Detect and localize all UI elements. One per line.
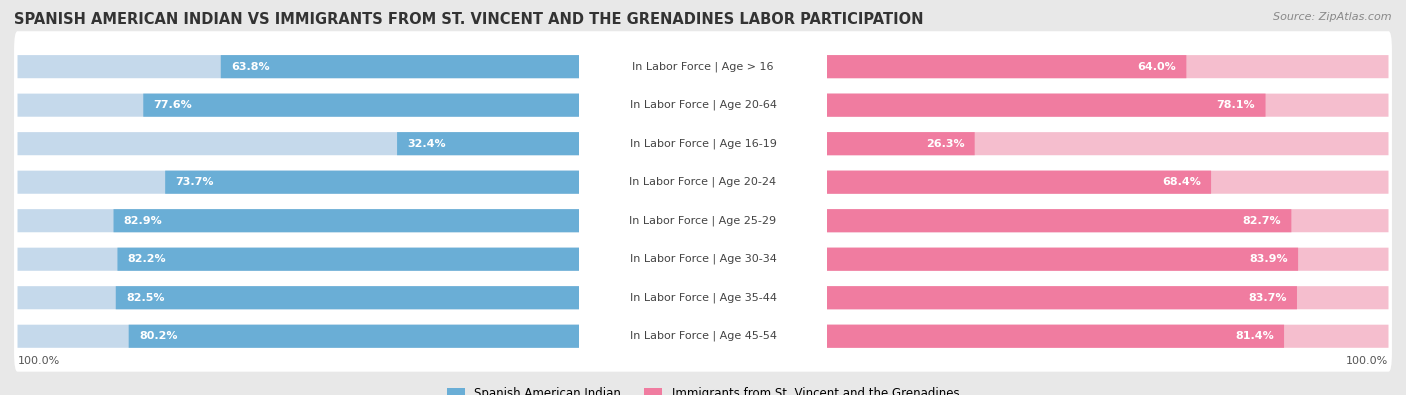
FancyBboxPatch shape [17, 55, 579, 78]
FancyBboxPatch shape [17, 325, 579, 348]
FancyBboxPatch shape [14, 108, 1392, 179]
FancyBboxPatch shape [14, 70, 1392, 141]
Text: In Labor Force | Age 20-64: In Labor Force | Age 20-64 [630, 100, 776, 111]
FancyBboxPatch shape [118, 248, 579, 271]
FancyBboxPatch shape [129, 325, 579, 348]
Text: 81.4%: 81.4% [1234, 331, 1274, 341]
FancyBboxPatch shape [396, 132, 579, 155]
FancyBboxPatch shape [17, 248, 579, 271]
FancyBboxPatch shape [827, 94, 1265, 117]
FancyBboxPatch shape [17, 286, 579, 309]
Text: 82.2%: 82.2% [128, 254, 166, 264]
Text: In Labor Force | Age 35-44: In Labor Force | Age 35-44 [630, 292, 776, 303]
Text: In Labor Force | Age 20-24: In Labor Force | Age 20-24 [630, 177, 776, 188]
FancyBboxPatch shape [827, 286, 1389, 309]
FancyBboxPatch shape [14, 147, 1392, 218]
Text: In Labor Force | Age > 16: In Labor Force | Age > 16 [633, 61, 773, 72]
Text: In Labor Force | Age 16-19: In Labor Force | Age 16-19 [630, 138, 776, 149]
FancyBboxPatch shape [827, 286, 1296, 309]
FancyBboxPatch shape [14, 224, 1392, 295]
Text: 32.4%: 32.4% [408, 139, 446, 149]
FancyBboxPatch shape [221, 55, 579, 78]
FancyBboxPatch shape [14, 31, 1392, 102]
FancyBboxPatch shape [17, 94, 579, 117]
FancyBboxPatch shape [114, 209, 579, 232]
Text: In Labor Force | Age 30-34: In Labor Force | Age 30-34 [630, 254, 776, 265]
FancyBboxPatch shape [14, 185, 1392, 256]
Text: Source: ZipAtlas.com: Source: ZipAtlas.com [1274, 12, 1392, 22]
FancyBboxPatch shape [827, 209, 1389, 232]
Text: 80.2%: 80.2% [139, 331, 177, 341]
Text: 83.9%: 83.9% [1249, 254, 1288, 264]
Text: SPANISH AMERICAN INDIAN VS IMMIGRANTS FROM ST. VINCENT AND THE GRENADINES LABOR : SPANISH AMERICAN INDIAN VS IMMIGRANTS FR… [14, 12, 924, 27]
Text: 26.3%: 26.3% [925, 139, 965, 149]
FancyBboxPatch shape [827, 248, 1389, 271]
FancyBboxPatch shape [115, 286, 579, 309]
Text: 100.0%: 100.0% [17, 356, 59, 365]
FancyBboxPatch shape [827, 209, 1291, 232]
FancyBboxPatch shape [827, 325, 1389, 348]
FancyBboxPatch shape [827, 248, 1298, 271]
FancyBboxPatch shape [14, 262, 1392, 333]
Text: 63.8%: 63.8% [231, 62, 270, 71]
Text: 78.1%: 78.1% [1216, 100, 1256, 110]
Text: 82.9%: 82.9% [124, 216, 163, 226]
FancyBboxPatch shape [165, 171, 579, 194]
FancyBboxPatch shape [827, 132, 974, 155]
FancyBboxPatch shape [14, 301, 1392, 372]
Text: In Labor Force | Age 25-29: In Labor Force | Age 25-29 [630, 215, 776, 226]
FancyBboxPatch shape [827, 325, 1284, 348]
Legend: Spanish American Indian, Immigrants from St. Vincent and the Grenadines: Spanish American Indian, Immigrants from… [441, 383, 965, 395]
Text: 83.7%: 83.7% [1249, 293, 1286, 303]
FancyBboxPatch shape [827, 132, 1389, 155]
Text: 77.6%: 77.6% [153, 100, 193, 110]
FancyBboxPatch shape [17, 209, 579, 232]
Text: 82.5%: 82.5% [127, 293, 165, 303]
Text: 73.7%: 73.7% [176, 177, 214, 187]
Text: 64.0%: 64.0% [1137, 62, 1175, 71]
FancyBboxPatch shape [827, 55, 1187, 78]
FancyBboxPatch shape [17, 171, 579, 194]
FancyBboxPatch shape [17, 132, 579, 155]
Text: 100.0%: 100.0% [1347, 356, 1389, 365]
Text: 68.4%: 68.4% [1161, 177, 1201, 187]
FancyBboxPatch shape [827, 171, 1389, 194]
FancyBboxPatch shape [827, 94, 1389, 117]
FancyBboxPatch shape [143, 94, 579, 117]
Text: In Labor Force | Age 45-54: In Labor Force | Age 45-54 [630, 331, 776, 342]
FancyBboxPatch shape [827, 55, 1389, 78]
Text: 82.7%: 82.7% [1243, 216, 1281, 226]
FancyBboxPatch shape [827, 171, 1211, 194]
